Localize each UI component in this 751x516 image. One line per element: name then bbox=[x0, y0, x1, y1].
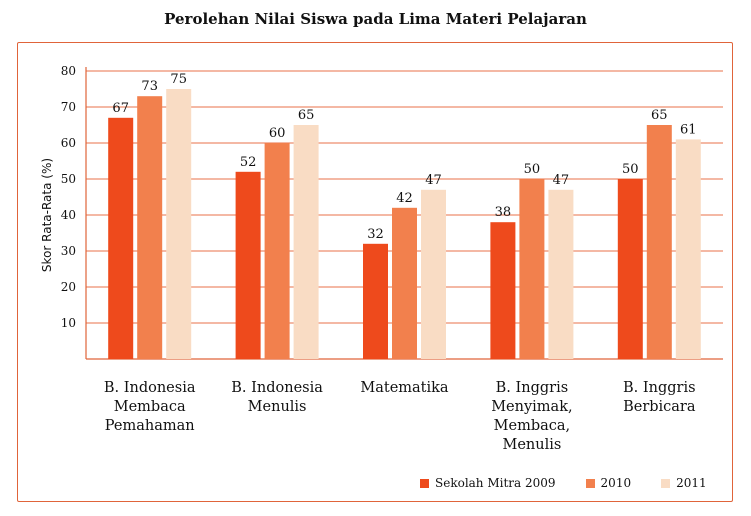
bar bbox=[235, 171, 261, 359]
legend-label-2010: 2010 bbox=[600, 476, 632, 490]
x-tick-label: Berbicara bbox=[623, 399, 696, 415]
x-tick-label: Menyimak, bbox=[491, 399, 572, 415]
x-tick-label: B. Indonesia bbox=[104, 380, 196, 396]
data-label: 67 bbox=[112, 101, 129, 116]
y-tick-label: 50 bbox=[61, 172, 76, 186]
y-tick-label: 60 bbox=[61, 136, 76, 150]
x-tick-label: Pemahaman bbox=[105, 418, 195, 434]
y-tick-label: 20 bbox=[61, 280, 76, 294]
x-tick-label: Menulis bbox=[502, 437, 561, 453]
legend-item-2010: 2010 bbox=[585, 476, 632, 490]
x-tick-label: B. Indonesia bbox=[231, 380, 323, 396]
y-tick-label: 40 bbox=[61, 208, 76, 222]
x-tick-label: Membaca, bbox=[494, 418, 570, 434]
data-label: 32 bbox=[367, 227, 384, 242]
bar bbox=[519, 179, 545, 359]
y-tick-label: 80 bbox=[61, 64, 76, 78]
bar bbox=[363, 243, 388, 359]
bar bbox=[421, 189, 446, 359]
y-tick-label: 70 bbox=[61, 100, 76, 114]
x-tick-label: Membaca bbox=[114, 399, 186, 415]
chart-frame bbox=[17, 42, 733, 502]
bar bbox=[392, 207, 417, 359]
bar bbox=[293, 125, 319, 359]
bar bbox=[617, 179, 643, 359]
legend-item-2009: Sekolah Mitra 2009 bbox=[420, 476, 556, 490]
x-tick-label: Matematika bbox=[360, 380, 449, 396]
bar bbox=[548, 189, 574, 359]
legend: Sekolah Mitra 2009 2010 2011 bbox=[420, 476, 737, 490]
data-label: 65 bbox=[651, 108, 668, 123]
data-label: 75 bbox=[170, 72, 187, 87]
data-label: 73 bbox=[141, 79, 158, 94]
data-label: 52 bbox=[240, 155, 257, 170]
legend-label-2009: Sekolah Mitra 2009 bbox=[435, 476, 556, 490]
data-label: 61 bbox=[680, 122, 697, 137]
data-label: 60 bbox=[269, 126, 286, 141]
x-tick-label: B. Inggris bbox=[623, 380, 696, 396]
legend-swatch-2011 bbox=[661, 478, 671, 488]
data-label: 47 bbox=[553, 173, 570, 188]
legend-swatch-2010 bbox=[585, 478, 595, 488]
chart-title: Perolehan Nilai Siswa pada Lima Materi P… bbox=[164, 10, 587, 28]
bar bbox=[264, 143, 290, 359]
bar bbox=[646, 125, 672, 359]
x-tick-label: B. Inggris bbox=[496, 380, 569, 396]
y-tick-label: 10 bbox=[61, 316, 76, 330]
legend-label-2011: 2011 bbox=[676, 476, 707, 490]
legend-swatch-2009 bbox=[420, 478, 429, 488]
bar bbox=[108, 117, 134, 359]
data-label: 50 bbox=[622, 162, 639, 177]
data-label: 42 bbox=[396, 191, 413, 206]
bar bbox=[166, 89, 192, 359]
bar bbox=[675, 139, 701, 359]
y-tick-label: 30 bbox=[61, 244, 76, 258]
data-label: 38 bbox=[495, 205, 512, 220]
data-label: 50 bbox=[524, 162, 541, 177]
x-tick-label: Menulis bbox=[248, 399, 307, 415]
y-axis-label: Skor Rata-Rata (%) bbox=[40, 158, 54, 272]
bar bbox=[490, 222, 516, 359]
legend-item-2011: 2011 bbox=[661, 476, 707, 490]
data-label: 47 bbox=[425, 173, 442, 188]
data-label: 65 bbox=[298, 108, 315, 123]
bar bbox=[137, 96, 163, 359]
